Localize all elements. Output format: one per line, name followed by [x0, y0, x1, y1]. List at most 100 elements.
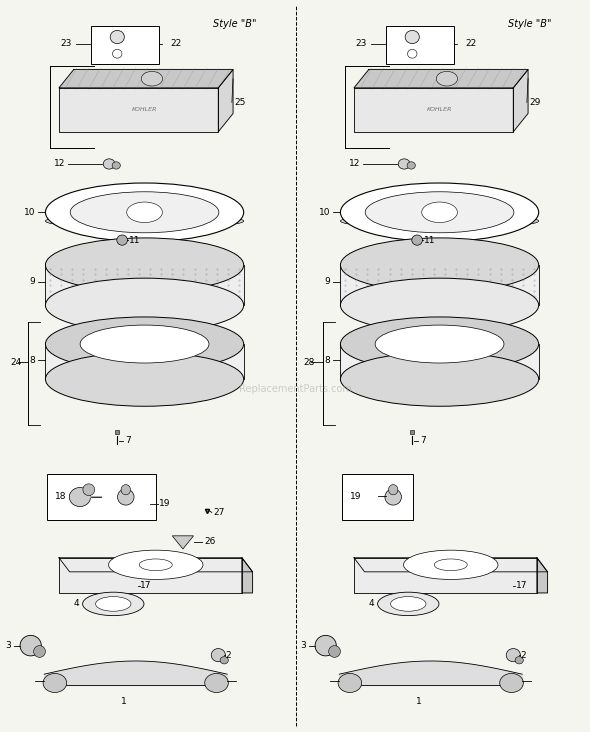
- Ellipse shape: [407, 162, 415, 169]
- Text: 4: 4: [369, 600, 375, 608]
- Ellipse shape: [388, 485, 398, 495]
- Polygon shape: [513, 70, 528, 132]
- Ellipse shape: [338, 673, 362, 692]
- Ellipse shape: [142, 71, 163, 86]
- Text: 9: 9: [30, 277, 35, 286]
- Ellipse shape: [139, 559, 172, 571]
- Polygon shape: [340, 344, 539, 379]
- Ellipse shape: [408, 49, 417, 58]
- Polygon shape: [218, 70, 233, 132]
- Text: 23: 23: [356, 40, 367, 48]
- Polygon shape: [242, 558, 253, 593]
- Text: 19: 19: [159, 499, 171, 508]
- Text: 19: 19: [350, 492, 361, 501]
- Text: 7: 7: [420, 436, 426, 445]
- Text: 7: 7: [125, 436, 131, 445]
- Text: 23: 23: [61, 40, 72, 48]
- Ellipse shape: [436, 71, 457, 86]
- Ellipse shape: [112, 162, 120, 169]
- Ellipse shape: [121, 485, 130, 495]
- Text: 2: 2: [520, 651, 526, 660]
- Ellipse shape: [45, 238, 244, 292]
- Ellipse shape: [45, 317, 244, 371]
- Ellipse shape: [103, 159, 115, 169]
- Text: KOHLER: KOHLER: [132, 108, 158, 112]
- Text: 12: 12: [349, 160, 360, 168]
- Ellipse shape: [211, 649, 225, 662]
- Ellipse shape: [34, 646, 45, 657]
- Text: Style "B": Style "B": [213, 19, 257, 29]
- Polygon shape: [59, 558, 253, 572]
- Polygon shape: [59, 70, 233, 88]
- Ellipse shape: [45, 352, 244, 406]
- Text: Style "B": Style "B": [508, 19, 552, 29]
- Text: 18: 18: [55, 492, 66, 501]
- Polygon shape: [354, 88, 513, 132]
- Polygon shape: [59, 88, 218, 132]
- FancyBboxPatch shape: [386, 26, 454, 64]
- Ellipse shape: [113, 49, 122, 58]
- Polygon shape: [537, 558, 548, 593]
- Ellipse shape: [45, 278, 244, 332]
- Ellipse shape: [434, 559, 467, 571]
- Polygon shape: [172, 536, 194, 549]
- Text: 3: 3: [5, 641, 11, 650]
- Text: 22: 22: [465, 40, 476, 48]
- Ellipse shape: [422, 202, 457, 223]
- Ellipse shape: [109, 550, 203, 580]
- Ellipse shape: [378, 592, 439, 616]
- Ellipse shape: [340, 214, 539, 228]
- Ellipse shape: [515, 657, 523, 664]
- Text: 8: 8: [30, 356, 35, 365]
- Ellipse shape: [96, 597, 131, 611]
- Text: 28: 28: [304, 358, 315, 367]
- Ellipse shape: [117, 235, 127, 245]
- Text: 4: 4: [74, 600, 80, 608]
- Text: 10: 10: [24, 208, 35, 217]
- Ellipse shape: [404, 550, 498, 580]
- FancyBboxPatch shape: [47, 474, 156, 520]
- Ellipse shape: [405, 31, 419, 44]
- Polygon shape: [59, 558, 242, 593]
- Ellipse shape: [329, 646, 340, 657]
- Text: 29: 29: [530, 98, 541, 107]
- Ellipse shape: [83, 484, 95, 496]
- Text: KOHLER: KOHLER: [427, 108, 453, 112]
- Ellipse shape: [205, 673, 228, 692]
- Ellipse shape: [385, 489, 401, 505]
- Ellipse shape: [45, 214, 244, 228]
- Ellipse shape: [398, 159, 410, 169]
- Text: 8: 8: [324, 356, 330, 365]
- Text: 3: 3: [300, 641, 306, 650]
- Text: ReplacementParts.com: ReplacementParts.com: [238, 384, 352, 395]
- Text: 24: 24: [11, 358, 22, 367]
- Polygon shape: [354, 558, 537, 593]
- Text: 12: 12: [54, 160, 65, 168]
- Text: 26: 26: [204, 537, 215, 546]
- Polygon shape: [340, 265, 539, 305]
- Polygon shape: [45, 344, 244, 379]
- Ellipse shape: [340, 183, 539, 242]
- Ellipse shape: [117, 489, 134, 505]
- Text: 1: 1: [121, 697, 127, 706]
- Ellipse shape: [500, 673, 523, 692]
- Ellipse shape: [43, 673, 67, 692]
- FancyBboxPatch shape: [91, 26, 159, 64]
- Ellipse shape: [391, 597, 426, 611]
- Ellipse shape: [340, 317, 539, 371]
- Text: 9: 9: [324, 277, 330, 286]
- Polygon shape: [354, 558, 548, 572]
- Polygon shape: [354, 70, 528, 88]
- Ellipse shape: [315, 635, 336, 656]
- Text: 11: 11: [424, 236, 435, 244]
- Text: 22: 22: [170, 40, 181, 48]
- Ellipse shape: [220, 657, 228, 664]
- Ellipse shape: [127, 202, 162, 223]
- Ellipse shape: [45, 183, 244, 242]
- Text: 10: 10: [319, 208, 330, 217]
- Ellipse shape: [365, 192, 514, 233]
- Ellipse shape: [83, 592, 144, 616]
- Text: 11: 11: [129, 236, 140, 244]
- Ellipse shape: [80, 325, 209, 363]
- Ellipse shape: [70, 192, 219, 233]
